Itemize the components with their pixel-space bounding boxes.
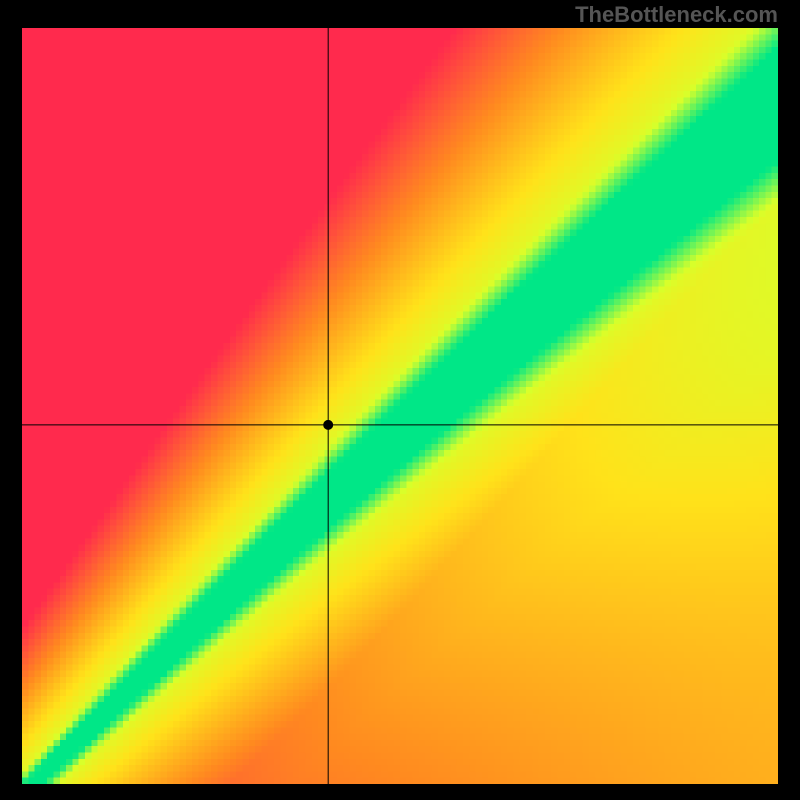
crosshair-overlay xyxy=(0,0,800,800)
crosshair-marker xyxy=(323,420,333,430)
watermark-text: TheBottleneck.com xyxy=(575,2,778,28)
chart-container: TheBottleneck.com xyxy=(0,0,800,800)
